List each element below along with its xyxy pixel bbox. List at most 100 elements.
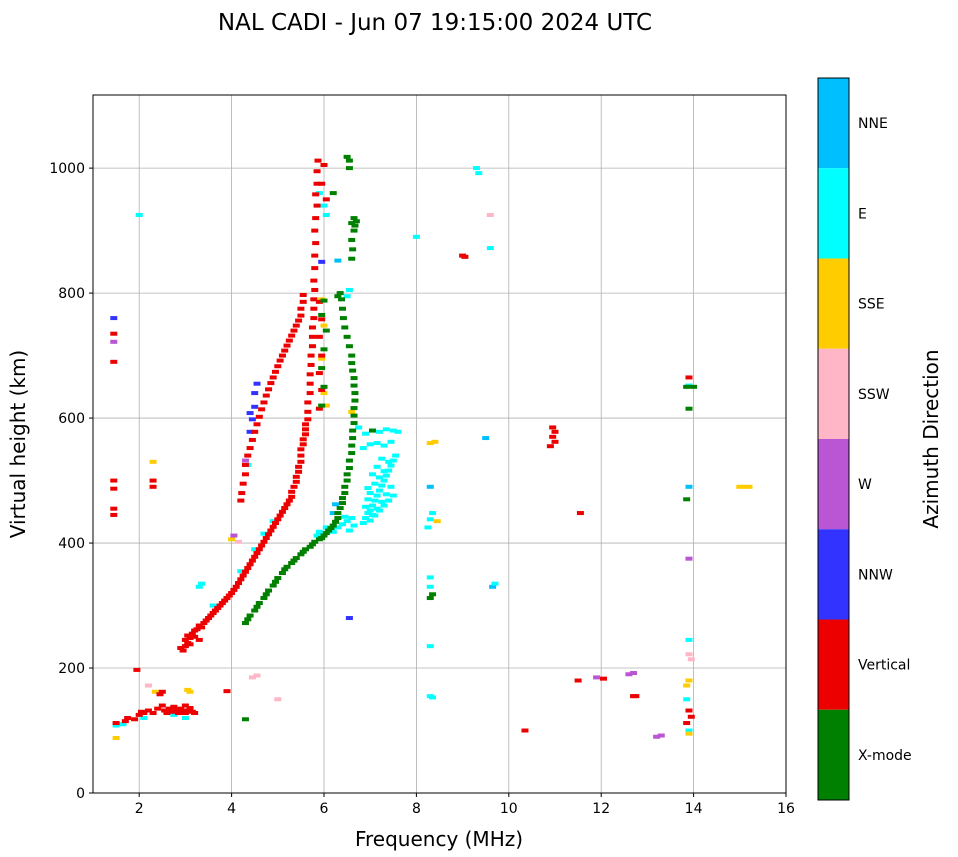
- x-tick-label: 12: [592, 801, 610, 817]
- data-point: [163, 711, 171, 716]
- data-point: [431, 439, 439, 444]
- data-point: [312, 216, 320, 221]
- data-point: [221, 598, 229, 603]
- data-point: [348, 516, 356, 521]
- data-point: [343, 519, 351, 524]
- data-point: [362, 504, 370, 509]
- data-point: [207, 613, 215, 618]
- data-point: [244, 617, 252, 622]
- data-point: [375, 488, 383, 493]
- data-point: [315, 334, 323, 339]
- data-point: [424, 525, 432, 530]
- data-point: [657, 733, 665, 738]
- data-point: [745, 484, 753, 489]
- data-point: [274, 576, 282, 581]
- data-point: [521, 728, 529, 733]
- data-point: [350, 413, 358, 418]
- data-point: [278, 509, 286, 514]
- data-point: [329, 523, 337, 528]
- data-point: [349, 436, 357, 441]
- data-point: [253, 673, 261, 678]
- data-point: [308, 325, 316, 330]
- data-point: [349, 247, 357, 252]
- y-tick-label: 800: [58, 286, 85, 302]
- data-point: [246, 446, 254, 451]
- data-point: [371, 481, 379, 486]
- data-point: [283, 564, 291, 569]
- data-point: [161, 708, 169, 713]
- data-point: [311, 266, 319, 271]
- data-point: [387, 439, 395, 444]
- data-point: [200, 621, 208, 626]
- data-point: [281, 567, 289, 572]
- data-point: [312, 241, 320, 246]
- data-point: [549, 425, 557, 430]
- data-point: [172, 708, 180, 713]
- data-point: [385, 498, 393, 503]
- data-point: [260, 596, 268, 601]
- data-point: [174, 711, 182, 716]
- colorbar-axis-label: Azimuth Direction: [919, 349, 943, 528]
- colorbar-entry-label: NNW: [858, 567, 893, 583]
- data-point: [110, 339, 118, 344]
- data-point: [630, 671, 638, 676]
- data-point: [170, 704, 178, 709]
- data-point: [343, 478, 351, 483]
- data-point: [271, 579, 279, 584]
- data-point: [186, 706, 194, 711]
- data-point: [315, 406, 323, 411]
- data-point: [241, 458, 249, 463]
- data-point: [364, 497, 372, 502]
- data-point: [302, 432, 310, 437]
- data-point: [186, 636, 194, 641]
- colorbar-entry-label: SSW: [858, 387, 890, 403]
- data-point: [271, 521, 279, 526]
- data-point: [198, 581, 206, 586]
- data-point: [223, 689, 231, 694]
- data-point: [685, 678, 693, 683]
- colorbar-frame: [817, 77, 850, 801]
- data-point: [653, 734, 661, 739]
- data-point: [156, 692, 164, 697]
- data-point: [154, 706, 162, 711]
- data-point: [426, 596, 434, 601]
- data-point: [322, 403, 330, 408]
- data-point: [237, 577, 245, 582]
- data-point: [343, 154, 351, 159]
- data-point: [345, 616, 353, 621]
- data-point: [366, 491, 374, 496]
- data-point: [288, 489, 296, 494]
- data-point: [336, 506, 344, 511]
- data-point: [313, 533, 321, 538]
- data-point: [151, 689, 159, 694]
- data-point: [382, 492, 390, 497]
- data-point: [373, 441, 381, 446]
- data-point: [110, 316, 118, 321]
- data-point: [188, 631, 196, 636]
- data-point: [350, 421, 358, 426]
- data-point: [313, 203, 321, 208]
- data-point: [278, 571, 286, 576]
- data-point: [364, 486, 372, 491]
- data-point: [110, 478, 118, 483]
- data-point: [318, 387, 326, 392]
- data-point: [135, 712, 143, 717]
- data-point: [308, 334, 316, 339]
- data-point: [198, 625, 206, 630]
- data-point: [244, 453, 252, 458]
- data-point: [685, 731, 693, 736]
- data-point: [385, 459, 393, 464]
- data-point: [211, 608, 219, 613]
- data-point: [241, 472, 249, 477]
- data-point: [205, 616, 212, 621]
- data-point: [351, 398, 359, 403]
- data-point: [685, 637, 693, 642]
- data-point: [348, 451, 356, 456]
- data-point: [246, 429, 254, 434]
- data-point: [165, 706, 173, 711]
- data-point: [237, 498, 245, 503]
- data-point: [310, 297, 318, 302]
- scatter-series-NNE: [329, 258, 693, 589]
- data-point: [292, 323, 300, 328]
- data-point: [343, 294, 351, 299]
